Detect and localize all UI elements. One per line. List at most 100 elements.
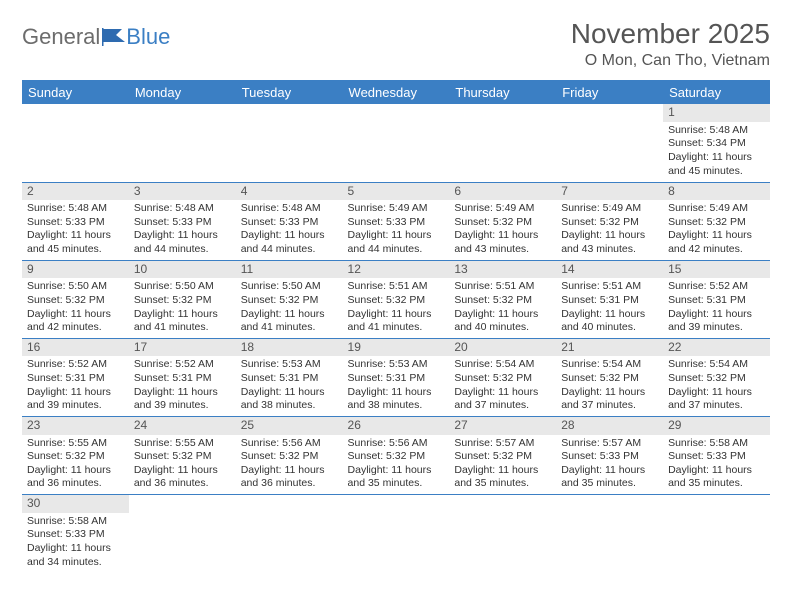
calendar-cell: 27Sunrise: 5:57 AMSunset: 5:32 PMDayligh… xyxy=(449,416,556,494)
page-header: General Blue November 2025 O Mon, Can Th… xyxy=(22,18,770,70)
calendar-cell xyxy=(236,495,343,573)
day-body: Sunrise: 5:49 AMSunset: 5:33 PMDaylight:… xyxy=(343,200,450,260)
day-body: Sunrise: 5:49 AMSunset: 5:32 PMDaylight:… xyxy=(449,200,556,260)
day-body: Sunrise: 5:54 AMSunset: 5:32 PMDaylight:… xyxy=(556,356,663,416)
calendar-cell xyxy=(449,104,556,182)
calendar-cell: 23Sunrise: 5:55 AMSunset: 5:32 PMDayligh… xyxy=(22,416,129,494)
day-number: 14 xyxy=(556,261,663,279)
day-number: 20 xyxy=(449,339,556,357)
day-body: Sunrise: 5:55 AMSunset: 5:32 PMDaylight:… xyxy=(22,435,129,495)
calendar-cell: 16Sunrise: 5:52 AMSunset: 5:31 PMDayligh… xyxy=(22,338,129,416)
day-number: 4 xyxy=(236,183,343,201)
calendar-cell: 30Sunrise: 5:58 AMSunset: 5:33 PMDayligh… xyxy=(22,495,129,573)
weekday-header-row: Sunday Monday Tuesday Wednesday Thursday… xyxy=(22,81,770,105)
day-number: 16 xyxy=(22,339,129,357)
day-number: 30 xyxy=(22,495,129,513)
calendar-body: 1Sunrise: 5:48 AMSunset: 5:34 PMDaylight… xyxy=(22,104,770,573)
day-body: Sunrise: 5:53 AMSunset: 5:31 PMDaylight:… xyxy=(236,356,343,416)
day-body: Sunrise: 5:49 AMSunset: 5:32 PMDaylight:… xyxy=(663,200,770,260)
day-body: Sunrise: 5:58 AMSunset: 5:33 PMDaylight:… xyxy=(663,435,770,495)
flag-icon xyxy=(102,28,126,46)
calendar-cell xyxy=(343,104,450,182)
calendar-cell: 15Sunrise: 5:52 AMSunset: 5:31 PMDayligh… xyxy=(663,260,770,338)
day-body: Sunrise: 5:56 AMSunset: 5:32 PMDaylight:… xyxy=(343,435,450,495)
calendar-cell: 25Sunrise: 5:56 AMSunset: 5:32 PMDayligh… xyxy=(236,416,343,494)
day-body: Sunrise: 5:56 AMSunset: 5:32 PMDaylight:… xyxy=(236,435,343,495)
day-body: Sunrise: 5:53 AMSunset: 5:31 PMDaylight:… xyxy=(343,356,450,416)
day-number: 9 xyxy=(22,261,129,279)
day-number: 26 xyxy=(343,417,450,435)
calendar-row: 2Sunrise: 5:48 AMSunset: 5:33 PMDaylight… xyxy=(22,182,770,260)
calendar-cell: 3Sunrise: 5:48 AMSunset: 5:33 PMDaylight… xyxy=(129,182,236,260)
day-number: 25 xyxy=(236,417,343,435)
logo-text-general: General xyxy=(22,24,100,50)
day-number: 10 xyxy=(129,261,236,279)
day-body: Sunrise: 5:52 AMSunset: 5:31 PMDaylight:… xyxy=(22,356,129,416)
day-number: 2 xyxy=(22,183,129,201)
calendar-cell: 22Sunrise: 5:54 AMSunset: 5:32 PMDayligh… xyxy=(663,338,770,416)
day-number: 17 xyxy=(129,339,236,357)
calendar-cell xyxy=(556,495,663,573)
day-number: 5 xyxy=(343,183,450,201)
day-body: Sunrise: 5:50 AMSunset: 5:32 PMDaylight:… xyxy=(22,278,129,338)
day-number: 15 xyxy=(663,261,770,279)
calendar-cell: 11Sunrise: 5:50 AMSunset: 5:32 PMDayligh… xyxy=(236,260,343,338)
calendar-cell xyxy=(556,104,663,182)
day-body: Sunrise: 5:51 AMSunset: 5:32 PMDaylight:… xyxy=(449,278,556,338)
day-body: Sunrise: 5:51 AMSunset: 5:31 PMDaylight:… xyxy=(556,278,663,338)
day-body: Sunrise: 5:48 AMSunset: 5:33 PMDaylight:… xyxy=(22,200,129,260)
day-body: Sunrise: 5:57 AMSunset: 5:32 PMDaylight:… xyxy=(449,435,556,495)
day-body: Sunrise: 5:52 AMSunset: 5:31 PMDaylight:… xyxy=(129,356,236,416)
col-wednesday: Wednesday xyxy=(343,81,450,105)
day-body: Sunrise: 5:55 AMSunset: 5:32 PMDaylight:… xyxy=(129,435,236,495)
calendar-cell: 10Sunrise: 5:50 AMSunset: 5:32 PMDayligh… xyxy=(129,260,236,338)
calendar-cell xyxy=(236,104,343,182)
day-number: 12 xyxy=(343,261,450,279)
col-monday: Monday xyxy=(129,81,236,105)
day-body: Sunrise: 5:49 AMSunset: 5:32 PMDaylight:… xyxy=(556,200,663,260)
day-number: 6 xyxy=(449,183,556,201)
calendar-cell xyxy=(129,495,236,573)
calendar-cell: 17Sunrise: 5:52 AMSunset: 5:31 PMDayligh… xyxy=(129,338,236,416)
calendar-cell: 28Sunrise: 5:57 AMSunset: 5:33 PMDayligh… xyxy=(556,416,663,494)
location: O Mon, Can Tho, Vietnam xyxy=(571,52,770,70)
calendar-cell: 5Sunrise: 5:49 AMSunset: 5:33 PMDaylight… xyxy=(343,182,450,260)
title-block: November 2025 O Mon, Can Tho, Vietnam xyxy=(571,18,770,70)
calendar-cell xyxy=(129,104,236,182)
day-number: 19 xyxy=(343,339,450,357)
day-number: 11 xyxy=(236,261,343,279)
col-saturday: Saturday xyxy=(663,81,770,105)
day-number: 24 xyxy=(129,417,236,435)
calendar-cell: 12Sunrise: 5:51 AMSunset: 5:32 PMDayligh… xyxy=(343,260,450,338)
day-number: 1 xyxy=(663,104,770,122)
calendar-cell xyxy=(449,495,556,573)
day-number: 29 xyxy=(663,417,770,435)
day-number: 21 xyxy=(556,339,663,357)
calendar-table: Sunday Monday Tuesday Wednesday Thursday… xyxy=(22,80,770,573)
col-tuesday: Tuesday xyxy=(236,81,343,105)
day-number: 7 xyxy=(556,183,663,201)
day-number: 8 xyxy=(663,183,770,201)
calendar-row: 16Sunrise: 5:52 AMSunset: 5:31 PMDayligh… xyxy=(22,338,770,416)
calendar-cell: 1Sunrise: 5:48 AMSunset: 5:34 PMDaylight… xyxy=(663,104,770,182)
calendar-cell: 26Sunrise: 5:56 AMSunset: 5:32 PMDayligh… xyxy=(343,416,450,494)
calendar-cell: 19Sunrise: 5:53 AMSunset: 5:31 PMDayligh… xyxy=(343,338,450,416)
calendar-cell: 21Sunrise: 5:54 AMSunset: 5:32 PMDayligh… xyxy=(556,338,663,416)
day-body: Sunrise: 5:50 AMSunset: 5:32 PMDaylight:… xyxy=(129,278,236,338)
calendar-cell xyxy=(22,104,129,182)
calendar-row: 1Sunrise: 5:48 AMSunset: 5:34 PMDaylight… xyxy=(22,104,770,182)
day-body: Sunrise: 5:48 AMSunset: 5:33 PMDaylight:… xyxy=(236,200,343,260)
day-body: Sunrise: 5:52 AMSunset: 5:31 PMDaylight:… xyxy=(663,278,770,338)
day-body: Sunrise: 5:48 AMSunset: 5:34 PMDaylight:… xyxy=(663,122,770,182)
calendar-cell: 9Sunrise: 5:50 AMSunset: 5:32 PMDaylight… xyxy=(22,260,129,338)
day-number: 13 xyxy=(449,261,556,279)
day-body: Sunrise: 5:57 AMSunset: 5:33 PMDaylight:… xyxy=(556,435,663,495)
calendar-cell: 20Sunrise: 5:54 AMSunset: 5:32 PMDayligh… xyxy=(449,338,556,416)
day-number: 22 xyxy=(663,339,770,357)
day-number: 27 xyxy=(449,417,556,435)
calendar-cell: 24Sunrise: 5:55 AMSunset: 5:32 PMDayligh… xyxy=(129,416,236,494)
calendar-cell: 2Sunrise: 5:48 AMSunset: 5:33 PMDaylight… xyxy=(22,182,129,260)
col-thursday: Thursday xyxy=(449,81,556,105)
calendar-cell: 14Sunrise: 5:51 AMSunset: 5:31 PMDayligh… xyxy=(556,260,663,338)
calendar-cell: 6Sunrise: 5:49 AMSunset: 5:32 PMDaylight… xyxy=(449,182,556,260)
